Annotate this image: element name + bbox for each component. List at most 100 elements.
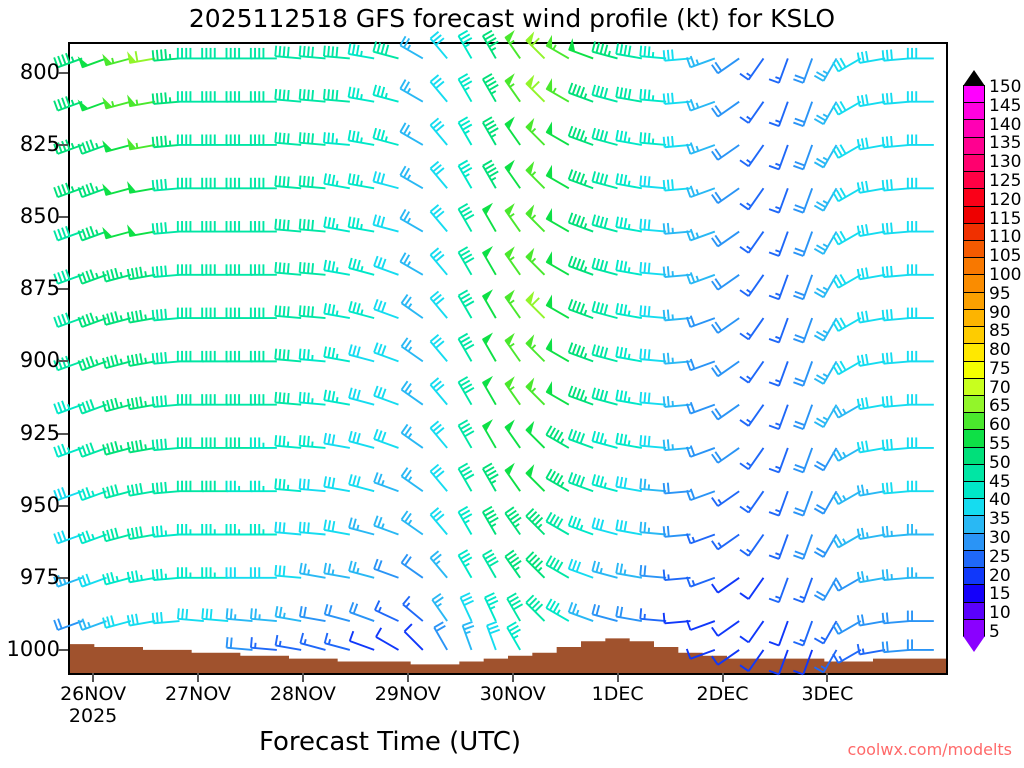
colorbar-tick-label: 85 xyxy=(989,321,1011,342)
barb-full-10 xyxy=(860,138,865,149)
barb-full-10 xyxy=(298,606,303,617)
barb-full-10 xyxy=(151,309,155,321)
barb-full-10 xyxy=(298,348,302,360)
barb-full-10 xyxy=(429,507,440,516)
wind-barb xyxy=(711,533,740,551)
barb-full-10 xyxy=(599,389,605,401)
barb-full-10 xyxy=(885,222,889,234)
barb-full-10 xyxy=(623,520,628,532)
barb-full-10 xyxy=(647,132,651,144)
barb-staff xyxy=(837,447,862,462)
barb-staff xyxy=(690,533,716,545)
barb-full-10 xyxy=(794,74,806,80)
wind-barb xyxy=(881,135,910,149)
barb-full-10 xyxy=(160,395,163,407)
barb-full-10 xyxy=(860,311,865,323)
barb-full-10 xyxy=(615,216,619,228)
barb-full-10 xyxy=(460,206,471,214)
barb-half-5 xyxy=(775,422,781,427)
barb-half-5 xyxy=(407,476,413,482)
barb-full-10 xyxy=(816,114,827,122)
barb-half-5 xyxy=(360,266,364,272)
wind-barb xyxy=(77,312,107,328)
barb-full-10 xyxy=(647,349,651,360)
barb-full-10 xyxy=(323,519,327,531)
barb-full-10 xyxy=(53,446,59,458)
barb-full-10 xyxy=(399,122,407,133)
barb-full-10 xyxy=(323,603,329,615)
wind-barb xyxy=(176,134,204,146)
barb-full-10 xyxy=(160,482,163,493)
wind-barb xyxy=(323,632,351,651)
barb-staff xyxy=(400,388,424,406)
barb-full-10 xyxy=(110,442,115,453)
wind-barb xyxy=(225,221,253,233)
barb-full-10 xyxy=(299,632,305,644)
wind-barb xyxy=(813,534,838,558)
barb-full-10 xyxy=(647,89,651,101)
barb-full-10 xyxy=(739,419,750,427)
barb-full-10 xyxy=(327,45,330,57)
barb-full-10 xyxy=(714,105,723,115)
barb-half-5 xyxy=(62,578,67,585)
barb-full-10 xyxy=(575,215,582,226)
barb-full-10 xyxy=(106,573,111,584)
barb-pennant-50 xyxy=(102,140,113,153)
wind-barb xyxy=(274,634,302,651)
wind-barb xyxy=(525,508,546,536)
chart-title: 2025112518 GFS forecast wind profile (kt… xyxy=(188,4,836,33)
wind-barb xyxy=(906,47,934,60)
barb-full-10 xyxy=(155,93,159,104)
barb-full-10 xyxy=(571,213,578,225)
barb-full-10 xyxy=(627,45,632,57)
barb-full-10 xyxy=(739,332,750,341)
wind-barb xyxy=(685,445,716,458)
barb-full-10 xyxy=(714,234,723,245)
wind-barb xyxy=(225,637,253,651)
x-axis-tick xyxy=(196,673,199,682)
barb-full-10 xyxy=(110,268,115,280)
colorbar-tick-label: 105 xyxy=(989,246,1022,267)
barb-full-10 xyxy=(615,259,619,271)
wind-barb xyxy=(739,620,765,644)
barb-full-10 xyxy=(639,564,643,576)
wind-barb xyxy=(506,621,521,651)
wind-barb xyxy=(201,177,229,190)
barb-staff xyxy=(348,96,375,103)
wind-barb xyxy=(126,439,156,454)
barb-half-5 xyxy=(435,560,441,566)
barb-full-10 xyxy=(135,613,139,625)
x-axis-tick xyxy=(511,673,514,682)
wind-barb xyxy=(591,517,618,536)
barb-full-10 xyxy=(433,621,444,629)
barb-full-10 xyxy=(549,600,557,611)
wind-barb xyxy=(373,342,399,363)
wind-barb xyxy=(768,317,789,344)
wind-barb xyxy=(591,214,618,233)
barb-full-10 xyxy=(711,540,719,550)
barb-half-5 xyxy=(583,266,588,273)
barb-full-10 xyxy=(381,345,387,356)
wind-barb xyxy=(274,606,302,622)
barb-full-10 xyxy=(462,296,473,304)
wind-barb xyxy=(504,289,521,319)
barb-full-10 xyxy=(639,521,643,533)
barb-half-5 xyxy=(509,386,515,391)
wind-barb xyxy=(102,226,132,240)
barb-full-10 xyxy=(643,262,647,274)
barb-full-10 xyxy=(458,505,469,513)
barb-full-10 xyxy=(794,507,806,513)
barb-full-10 xyxy=(856,268,861,280)
barb-full-10 xyxy=(575,388,582,399)
barb-half-5 xyxy=(552,44,557,50)
barb-full-10 xyxy=(881,439,885,451)
barb-full-10 xyxy=(61,54,67,65)
wind-barb xyxy=(348,344,375,363)
barb-staff xyxy=(299,488,326,493)
barb-full-10 xyxy=(571,603,578,614)
barb-full-10 xyxy=(615,346,619,358)
wind-barb xyxy=(77,355,107,372)
barb-full-10 xyxy=(130,268,135,279)
barb-full-10 xyxy=(482,73,493,81)
barb-full-10 xyxy=(643,175,647,187)
